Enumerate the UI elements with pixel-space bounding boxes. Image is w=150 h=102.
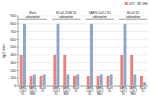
legend-swatch [138, 2, 141, 5]
bar [97, 76, 100, 86]
bar [76, 74, 79, 86]
x-tick-label: SARS-CoV-2RBD [96, 86, 104, 96]
bar [106, 76, 109, 86]
bar [143, 82, 146, 86]
section-labels: Mockadsorption HCoV-229E S1adsorption SARS… [19, 11, 148, 19]
y-tick-label: 800 [10, 22, 16, 26]
x-tick-label: BCovS1 [106, 86, 113, 93]
section-line [119, 19, 147, 20]
bar [63, 55, 66, 86]
grid-line [18, 23, 148, 24]
x-tick-label: SARS-CoV-2RBD [62, 86, 70, 96]
grid-line [18, 62, 148, 63]
axes: 0 100 200 300 400 500 600 700 800 900 [10, 14, 148, 88]
grid-line [18, 54, 148, 55]
bar [110, 74, 113, 86]
bar [100, 74, 103, 86]
bar [23, 24, 26, 86]
x-tick-label: SARS-CoV-2RBD [29, 86, 37, 96]
x-tick-label: BCovS1 [140, 86, 147, 93]
section-line [19, 19, 47, 20]
bar [56, 24, 59, 86]
y-tick-label: 900 [10, 14, 16, 18]
y-axis-label: IgG titer [1, 43, 6, 58]
grid-line [18, 47, 148, 48]
bar [73, 76, 76, 86]
y-tick-label: 500 [10, 45, 16, 49]
section-line [52, 19, 80, 20]
bars [20, 24, 146, 86]
x-tick-label: BCovS1 [73, 86, 80, 93]
section-label: SARS-CoV-2 S1adsorption [89, 11, 111, 18]
bar [30, 76, 33, 86]
bar [43, 74, 46, 86]
grid-line [18, 31, 148, 32]
chart: 0 100 200 300 400 500 600 700 800 900 IgG titer SAR… [0, 0, 150, 102]
bar [39, 76, 42, 86]
bar [53, 55, 56, 86]
bar [33, 74, 36, 86]
y-tick-label: 600 [10, 38, 16, 42]
bar [20, 55, 23, 86]
bar [90, 24, 93, 86]
section-label: HCoV-229E S1adsorption [56, 11, 77, 18]
y-tick-label: 700 [10, 30, 16, 34]
x-tick-label: SARS-CoV-2S1 [52, 86, 60, 96]
grid-line [18, 70, 148, 71]
section-line [86, 19, 114, 20]
bar [66, 74, 69, 86]
y-tick-label: 0 [14, 84, 16, 88]
x-tick-label: SARS-CoV-2RBD [129, 86, 137, 96]
bar [130, 55, 133, 86]
grid-line [18, 78, 148, 79]
bar [133, 74, 136, 86]
section-label: Mockadsorption [26, 11, 40, 18]
legend-swatch [125, 2, 128, 5]
x-tick-label: BCovS1 [39, 86, 46, 93]
grid [18, 16, 148, 86]
bar [140, 76, 143, 86]
x-tick-labels: SARS-CoV-2S1SARS-CoV-2RBDBCovS1SARS-CoV-… [19, 86, 147, 96]
x-tick-label: SARS-CoV-2S1 [86, 86, 94, 96]
legend: 027 2H5 [125, 2, 148, 6]
section-label: BCoV S1adsorption [126, 11, 140, 18]
y-tick-label: 100 [10, 76, 16, 80]
y-tick-label: 300 [10, 61, 16, 65]
legend-label: 2H5 [142, 2, 148, 6]
grid-line [18, 39, 148, 40]
bar [123, 24, 126, 86]
page: {"chart_data": {"type": "bar", "ylabel":… [0, 0, 150, 102]
bar [120, 55, 123, 86]
x-tick-label: SARS-CoV-2S1 [19, 86, 27, 96]
legend-label: 027 [129, 2, 135, 6]
y-axis-line [18, 16, 19, 86]
bar [87, 76, 90, 86]
x-tick-label: SARS-CoV-2S1 [119, 86, 127, 96]
y-tick-label: 400 [10, 53, 16, 57]
y-tick-label: 200 [10, 69, 16, 73]
